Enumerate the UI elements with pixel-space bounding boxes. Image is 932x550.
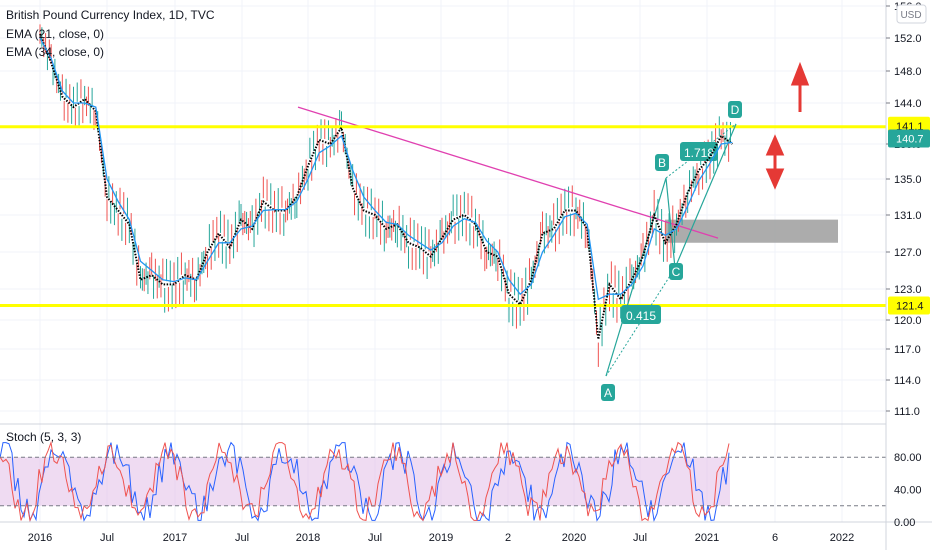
currency-label: USD xyxy=(900,10,921,21)
ratio-label: 1.718 xyxy=(684,146,714,160)
price-label-text: 121.4 xyxy=(896,301,924,313)
price-bars xyxy=(39,24,731,367)
price-tick-label: 123.0 xyxy=(894,284,922,296)
time-tick-label: Jul xyxy=(235,532,249,544)
price-tick-label: 114.0 xyxy=(894,375,921,387)
price-label-badge[interactable] xyxy=(888,296,930,315)
price-tick-label: 117.0 xyxy=(894,344,921,356)
ema34-line xyxy=(39,37,733,301)
price-tick-label: 135.0 xyxy=(894,174,922,186)
ratio-label: 0.415 xyxy=(626,309,656,323)
price-tick-label: 152.0 xyxy=(894,33,922,45)
price-tick-label: 144.0 xyxy=(894,98,922,110)
stoch-band xyxy=(0,457,730,506)
stoch-d-line xyxy=(0,440,730,523)
price-tick-label: 131.0 xyxy=(894,210,922,222)
demand-zone[interactable] xyxy=(665,219,838,243)
point-label-b: B xyxy=(658,156,666,170)
time-tick-label: Jul xyxy=(100,532,114,544)
chart-title: British Pound Currency Index, 1D, TVC xyxy=(6,8,215,22)
grid xyxy=(0,0,886,522)
stoch-legend: Stoch (5, 3, 3) xyxy=(6,430,82,444)
time-tick-label: 2019 xyxy=(429,532,453,544)
time-tick-label: 2018 xyxy=(296,532,320,544)
horizontal-levels[interactable] xyxy=(0,125,886,308)
ema21-line xyxy=(39,33,733,340)
point-badge-d[interactable] xyxy=(728,101,742,118)
time-tick-label: 2016 xyxy=(28,532,52,544)
ratio-badge[interactable] xyxy=(680,142,718,161)
point-badge-a[interactable] xyxy=(601,384,615,401)
time-tick-label: 2017 xyxy=(163,532,187,544)
harmonic-pattern[interactable]: A B C D 0.415 1.718 xyxy=(601,101,742,401)
point-badge-b[interactable] xyxy=(655,154,669,171)
stoch-tick-label: 80.00 xyxy=(894,452,922,464)
time-tick-label: Jul xyxy=(633,532,647,544)
time-tick-label: Jul xyxy=(368,532,382,544)
price-tick-label: 148.0 xyxy=(894,66,922,78)
time-tick-label: 2020 xyxy=(562,532,586,544)
stoch-tick-label: 40.00 xyxy=(894,485,922,497)
stoch-levels xyxy=(0,456,886,507)
price-label-text: 140.7 xyxy=(896,133,924,145)
ratio-badge[interactable] xyxy=(621,305,661,324)
price-label-badge[interactable] xyxy=(888,129,930,148)
ema21-legend: EMA (21, close, 0) xyxy=(6,27,105,41)
stoch-tick-label: 0.00 xyxy=(894,517,915,529)
time-tick-label: 2 xyxy=(505,532,511,544)
price-tick-label: 120.0 xyxy=(894,315,922,327)
price-tick-label: 111.0 xyxy=(894,406,920,418)
up-arrow xyxy=(790,61,810,112)
series-lines xyxy=(39,33,733,340)
direction-arrows xyxy=(765,61,810,190)
point-label-d: D xyxy=(731,103,740,117)
trendline[interactable] xyxy=(297,106,719,239)
ema34-legend: EMA (34, close, 0) xyxy=(6,45,105,59)
currency-badge[interactable] xyxy=(896,4,927,24)
time-tick-label: 2022 xyxy=(830,532,854,544)
time-tick-label: 2021 xyxy=(695,532,719,544)
point-label-c: C xyxy=(672,265,681,279)
bidirectional-arrow xyxy=(765,134,785,190)
price-tick-label: 127.0 xyxy=(894,247,922,259)
point-label-a: A xyxy=(604,386,612,400)
point-badge-c[interactable] xyxy=(669,263,683,280)
time-tick-label: 6 xyxy=(772,532,778,544)
